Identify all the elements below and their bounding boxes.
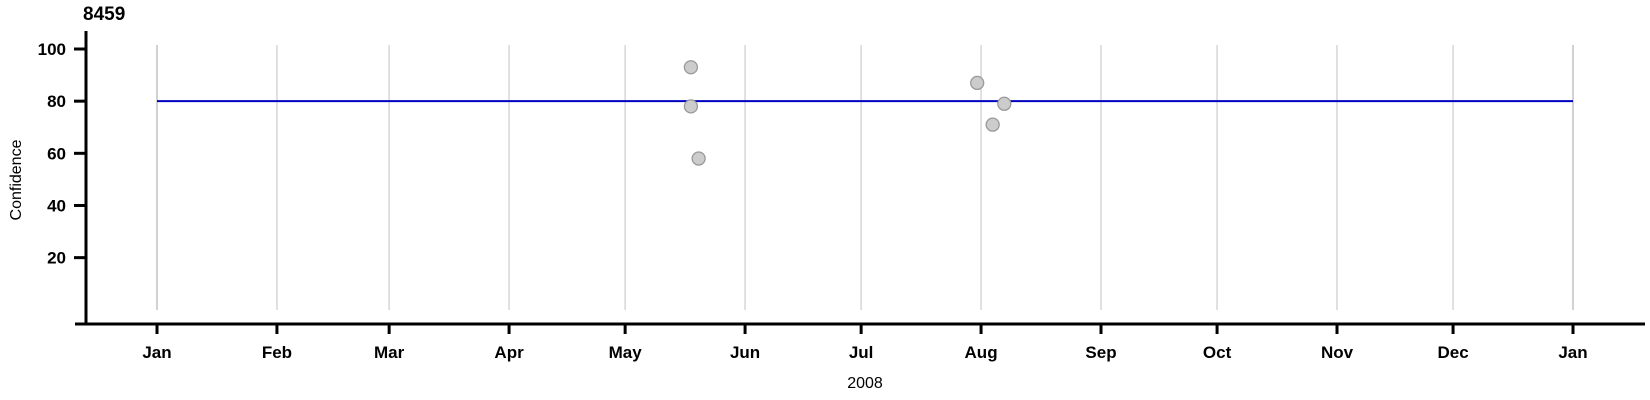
x-axis-title: 2008: [847, 375, 883, 392]
axes-layer: [75, 31, 1645, 326]
x-tick-label: Jan: [142, 343, 171, 362]
x-tick-label: Aug: [965, 343, 998, 362]
tick-marks-layer: [74, 47, 1575, 334]
data-point: [970, 75, 985, 91]
y-tick-label: 60: [47, 144, 66, 163]
data-point: [691, 151, 706, 166]
y-tick-label: 20: [47, 249, 66, 268]
x-tick-label: Jan: [1558, 343, 1587, 362]
data-point: [683, 99, 699, 114]
gridlines-layer: [156, 45, 1574, 310]
x-tick-label: Jun: [730, 343, 760, 362]
x-tick-label: Oct: [1203, 343, 1232, 362]
data-point: [985, 117, 1000, 132]
x-tick-label: Feb: [262, 343, 292, 362]
tick-labels-layer: 20 40 60 80 100 Jan Feb Mar Apr May Jun Jul Aug Sep Oc…: [38, 40, 1588, 362]
x-tick-label: Nov: [1321, 343, 1354, 362]
y-tick-label: 40: [47, 196, 66, 215]
data-points-layer: [683, 60, 1012, 166]
data-point: [997, 96, 1012, 111]
chart-title: 8459: [83, 4, 125, 25]
data-point: [683, 60, 699, 75]
y-tick-label: 100: [38, 40, 66, 59]
x-tick-label: Mar: [374, 343, 405, 362]
x-tick-label: Dec: [1437, 343, 1468, 362]
x-tick-label: May: [609, 343, 643, 362]
x-tick-label: Jul: [849, 343, 874, 362]
y-axis-title: Confidence: [8, 139, 25, 220]
y-tick-label: 80: [47, 92, 66, 111]
x-tick-label: Apr: [494, 343, 524, 362]
x-tick-label: Sep: [1085, 343, 1116, 362]
